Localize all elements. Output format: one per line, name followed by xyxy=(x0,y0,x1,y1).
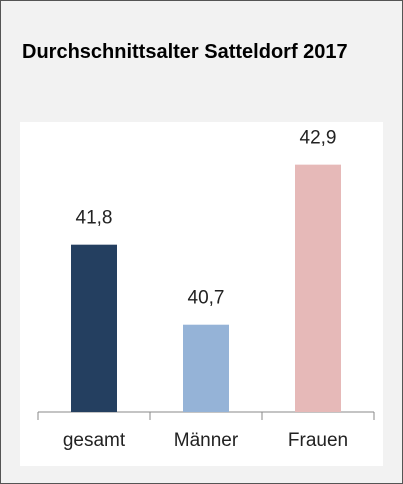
bar xyxy=(295,164,341,412)
chart-title: Durchschnittsalter Satteldorf 2017 xyxy=(22,41,348,63)
bar xyxy=(183,324,229,412)
data-label: 41,8 xyxy=(76,208,113,229)
x-tick-label: Frauen xyxy=(288,430,348,451)
x-tick-label: gesamt xyxy=(63,430,126,451)
data-label: 40,7 xyxy=(188,288,225,309)
x-tick-label: Männer xyxy=(174,430,239,451)
data-label: 42,9 xyxy=(300,128,337,149)
bar xyxy=(71,244,117,412)
